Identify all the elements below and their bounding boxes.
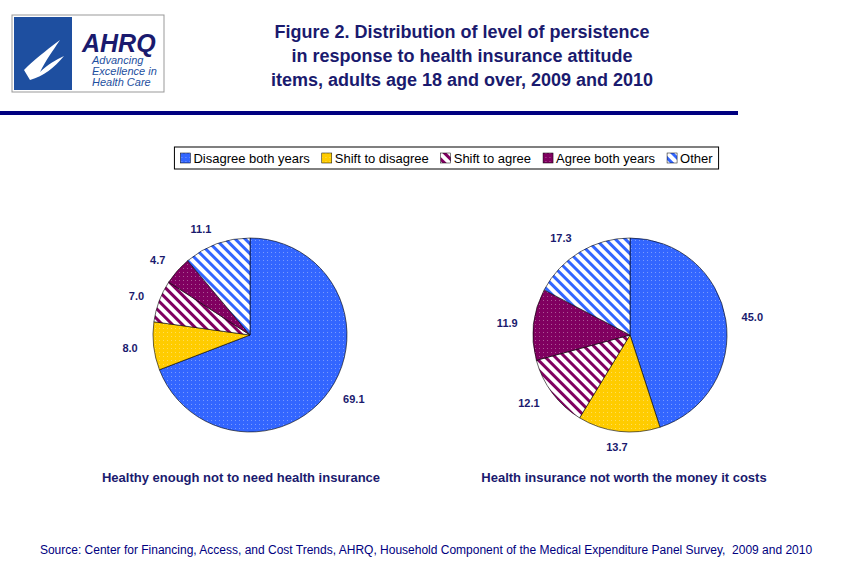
legend-label: Shift to agree: [454, 151, 531, 166]
legend-item: Shift to agree: [441, 151, 531, 166]
legend-box: [174, 147, 718, 169]
logo-seal: [14, 17, 72, 90]
legend-label: Disagree both years: [193, 151, 310, 166]
pie: 45.0 13.7 12.1 11.9 17.3: [497, 232, 763, 453]
header-rule: [0, 111, 738, 115]
legend-item: Agree both years: [543, 151, 656, 166]
data-label: 12.1: [518, 397, 539, 409]
legend-swatch: [543, 153, 553, 163]
data-label: 45.0: [742, 311, 763, 323]
logo-eagle: [24, 40, 64, 80]
legend-label: Other: [680, 151, 713, 166]
data-label: 8.0: [122, 342, 137, 354]
source: Source: Center for Financing, Access, an…: [40, 543, 813, 557]
title: in response to health insurance attitude: [291, 46, 632, 66]
data-label: 4.7: [150, 254, 165, 266]
legend-label: Shift to disagree: [335, 151, 429, 166]
pie-caption: Health insurance not worth the money it …: [481, 470, 766, 485]
data-label: 7.0: [129, 290, 144, 302]
title: Figure 2. Distribution of level of persi…: [274, 22, 649, 42]
data-label: 69.1: [343, 393, 364, 405]
legend-item: Disagree both years: [180, 151, 310, 166]
legend-swatch: [667, 153, 677, 163]
legend-item: Other: [667, 151, 713, 166]
legend-swatch: [441, 153, 451, 163]
legend-swatch: [180, 153, 190, 163]
title: items, adults age 18 and over, 2009 and …: [271, 70, 653, 90]
pie: 69.1 8.0 7.0 4.7 11.1: [122, 223, 364, 432]
logo: AHRQAdvancingExcellence inHealth Care: [12, 15, 164, 92]
legend: Disagree both years Shift to disagree Shif…: [174, 147, 718, 169]
logo-frame: [12, 15, 164, 92]
logo-brand: AHRQ: [81, 29, 156, 57]
chart: AHRQAdvancingExcellence inHealth Care Fig…: [0, 0, 853, 576]
legend-label: Agree both years: [556, 151, 656, 166]
data-label: 17.3: [550, 232, 571, 244]
pie-caption: Healthy enough not to need health insura…: [102, 470, 380, 485]
legend-item: Shift to disagree: [322, 151, 429, 166]
legend-swatch: [322, 153, 332, 163]
slice: [188, 238, 250, 335]
slice: [544, 238, 630, 335]
data-label: 13.7: [606, 441, 627, 453]
logo-tagline: Health Care: [92, 76, 151, 88]
data-label: 11.9: [497, 317, 518, 329]
data-label: 11.1: [191, 223, 212, 235]
